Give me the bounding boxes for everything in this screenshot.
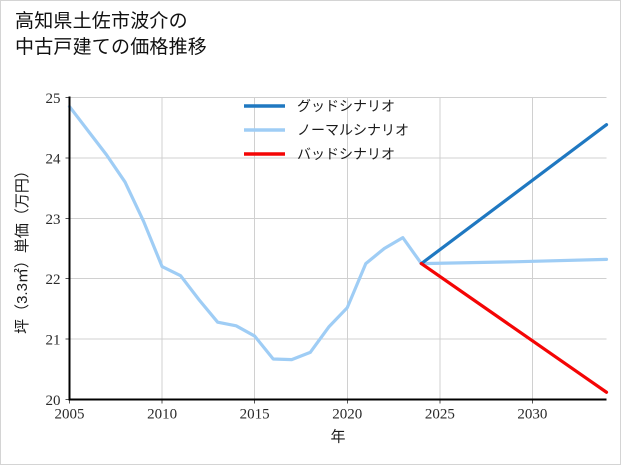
legend-label: バッドシナリオ — [297, 146, 395, 162]
y-tick-label: 22 — [46, 272, 61, 288]
x-tick-label: 2015 — [240, 407, 270, 423]
y-tick-label: 25 — [46, 91, 61, 107]
series-line — [419, 123, 609, 266]
x-tick-label: 2005 — [55, 407, 85, 423]
legend-label: ノーマルシナリオ — [297, 122, 409, 138]
chart-title: 高知県土佐市波介の 中古戸建ての価格推移 — [15, 9, 445, 61]
y-tick-label: 20 — [46, 393, 61, 409]
y-tick-label: 23 — [46, 212, 61, 228]
x-axis-tick-labels: 2005 2010 2015 2020 2025 2030 — [55, 407, 548, 423]
data-series-group — [67, 104, 609, 394]
legend-label: グッドシナリオ — [297, 98, 395, 114]
x-tick-label: 2025 — [425, 407, 455, 423]
x-tick-label: 2020 — [332, 407, 362, 423]
series-line — [419, 262, 609, 394]
vertical-gridlines — [69, 97, 533, 400]
x-tick-label: 2010 — [147, 407, 177, 423]
chart-title-line-2: 中古戸建ての価格推移 — [15, 37, 208, 59]
y-tick-label: 21 — [46, 333, 61, 349]
y-tick-label: 24 — [46, 151, 62, 167]
x-tick-label: 2030 — [517, 407, 547, 423]
y-axis-label: 坪（3.3㎡）単価（万円） — [14, 163, 31, 334]
horizontal-gridlines — [69, 97, 607, 400]
series-line — [67, 104, 609, 362]
y-axis-tick-labels: 20 21 22 23 24 25 — [46, 91, 62, 409]
x-axis-label: 年 — [330, 429, 345, 446]
chart-title-line-1: 高知県土佐市波介の — [15, 11, 188, 32]
